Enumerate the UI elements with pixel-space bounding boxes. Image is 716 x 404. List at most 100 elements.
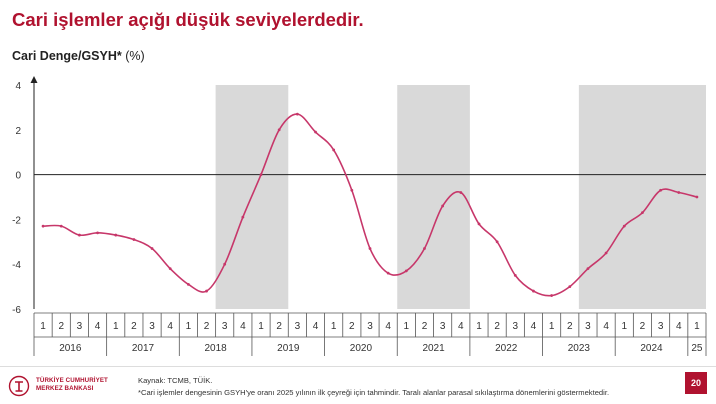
quarter-label: 3 [295, 321, 301, 332]
quarter-label: 2 [567, 321, 573, 332]
data-point-2017Q4 [168, 267, 172, 271]
quarter-label: 1 [404, 321, 410, 332]
quarter-label: 1 [40, 321, 46, 332]
page-number: 20 [685, 372, 707, 394]
chart-subtitle-unit: (%) [121, 49, 145, 63]
footnote: *Cari işlemler dengesinin GSYH'ye oranı … [138, 388, 610, 397]
data-point-2024Q3 [659, 188, 662, 192]
year-label: 2023 [568, 343, 591, 354]
quarter-label: 1 [258, 321, 264, 332]
data-point-2020Q4 [386, 271, 390, 275]
year-label: 2021 [422, 343, 445, 354]
data-point-2023Q3 [586, 267, 590, 271]
data-point-2022Q4 [532, 289, 535, 293]
data-point-2019Q3 [295, 112, 299, 116]
quarter-label: 4 [676, 321, 682, 332]
quarter-label: 2 [131, 321, 137, 332]
data-point-2019Q4 [314, 130, 317, 134]
data-point-2024Q4 [677, 191, 681, 194]
cbrt-logo: TÜRKİYE CUMHURİYET MERKEZ BANKASI [8, 374, 138, 398]
quarter-label: 2 [494, 321, 500, 332]
year-label: 2016 [59, 343, 82, 354]
logo-text: TÜRKİYE CUMHURİYET MERKEZ BANKASI [36, 377, 108, 393]
quarter-label: 1 [621, 321, 627, 332]
data-point-2020Q3 [368, 247, 372, 250]
data-point-2022Q2 [495, 240, 499, 244]
series-layer [41, 112, 699, 297]
data-point-2021Q1 [404, 269, 408, 273]
quarter-label: 3 [440, 321, 446, 332]
year-label: 25 [691, 343, 703, 354]
y-axis-arrow [30, 76, 38, 83]
year-label: 2024 [640, 343, 663, 354]
y-tick-label: 0 [15, 171, 21, 182]
y-tick-label: 2 [15, 126, 21, 137]
quarter-label: 3 [585, 321, 591, 332]
chart-subtitle: Cari Denge/GSYH* (%) [12, 49, 145, 63]
chart-subtitle-label: Cari Denge/GSYH* [12, 49, 122, 63]
data-point-2016Q2 [59, 224, 63, 228]
year-label: 2018 [204, 343, 227, 354]
quarter-label: 1 [186, 321, 192, 332]
page-title: Cari işlemler açığı düşük seviyelerdedir… [12, 9, 364, 30]
data-point-2017Q1 [114, 233, 118, 237]
data-point-2017Q2 [132, 238, 136, 241]
y-tick-label: -2 [12, 215, 21, 226]
footer-divider [0, 366, 716, 367]
data-point-2020Q1 [332, 148, 336, 152]
shaded-period-3 [578, 85, 706, 309]
tightening-shades [215, 85, 706, 309]
year-label: 2017 [132, 343, 155, 354]
quarter-label: 2 [276, 321, 282, 332]
quarter-label: 4 [95, 321, 101, 332]
data-point-2018Q2 [205, 289, 208, 293]
x-axis-table: 1 2 3 4 1 2 3 4 1 2 3 4 1 2 3 4 1 2 3 4 1 2 3 4 1 2 3 4 1 2 3 4 1 2 3 4 1 201… [33, 312, 707, 356]
data-point-2018Q3 [223, 262, 227, 266]
quarter-label: 2 [349, 321, 355, 332]
data-point-2017Q3 [150, 247, 154, 250]
y-tick-label: 4 [15, 81, 21, 92]
chart-axes [30, 76, 706, 309]
quarter-label: 1 [694, 321, 700, 332]
data-point-2022Q1 [477, 222, 481, 226]
data-point-2020Q2 [350, 188, 354, 192]
data-point-2024Q2 [641, 211, 644, 215]
quarter-label: 4 [385, 321, 391, 332]
quarter-label: 1 [549, 321, 555, 332]
quarter-label: 3 [658, 321, 664, 332]
data-point-2018Q4 [241, 215, 245, 219]
year-label: 2022 [495, 343, 518, 354]
quarter-label: 1 [476, 321, 482, 332]
data-point-2022Q3 [513, 274, 517, 277]
quarter-label: 2 [422, 321, 428, 332]
data-point-2021Q4 [459, 191, 463, 194]
data-point-2025Q1 [695, 195, 699, 199]
data-point-2019Q1 [259, 173, 263, 177]
quarter-label: 3 [513, 321, 519, 332]
source-note: Kaynak: TCMB, TÜİK. [138, 376, 213, 385]
quarter-label: 2 [58, 321, 64, 332]
quarter-label: 3 [367, 321, 373, 332]
quarter-label: 4 [167, 321, 173, 332]
quarter-label: 2 [204, 321, 210, 332]
quarter-label: 4 [458, 321, 464, 332]
logo-line2: MERKEZ BANKASI [36, 385, 94, 392]
data-point-2016Q4 [96, 231, 99, 235]
current-account-chart: 4 2 0 -2 -4 -6 1 2 3 4 1 2 3 4 1 2 3 4 1 2 3 4 1 2 3 4 1 2 3 4 1 2 3 4 1 2… [12, 76, 707, 356]
year-label: 2019 [277, 343, 300, 354]
quarter-label: 1 [113, 321, 119, 332]
data-point-2019Q2 [277, 128, 281, 132]
y-tick-labels: 4 2 0 -2 -4 -6 [12, 81, 21, 316]
quarter-label: 4 [240, 321, 246, 332]
quarter-label: 2 [640, 321, 646, 332]
data-point-2016Q1 [41, 224, 45, 228]
data-point-2023Q2 [568, 285, 572, 288]
year-label: 2020 [350, 343, 373, 354]
data-point-2023Q4 [604, 251, 608, 255]
quarter-label: 4 [531, 321, 537, 332]
cbrt-emblem-icon [8, 375, 30, 397]
quarter-label: 3 [77, 321, 83, 332]
y-tick-label: -6 [12, 305, 21, 316]
data-point-2016Q3 [78, 233, 81, 237]
quarter-label: 3 [222, 321, 228, 332]
